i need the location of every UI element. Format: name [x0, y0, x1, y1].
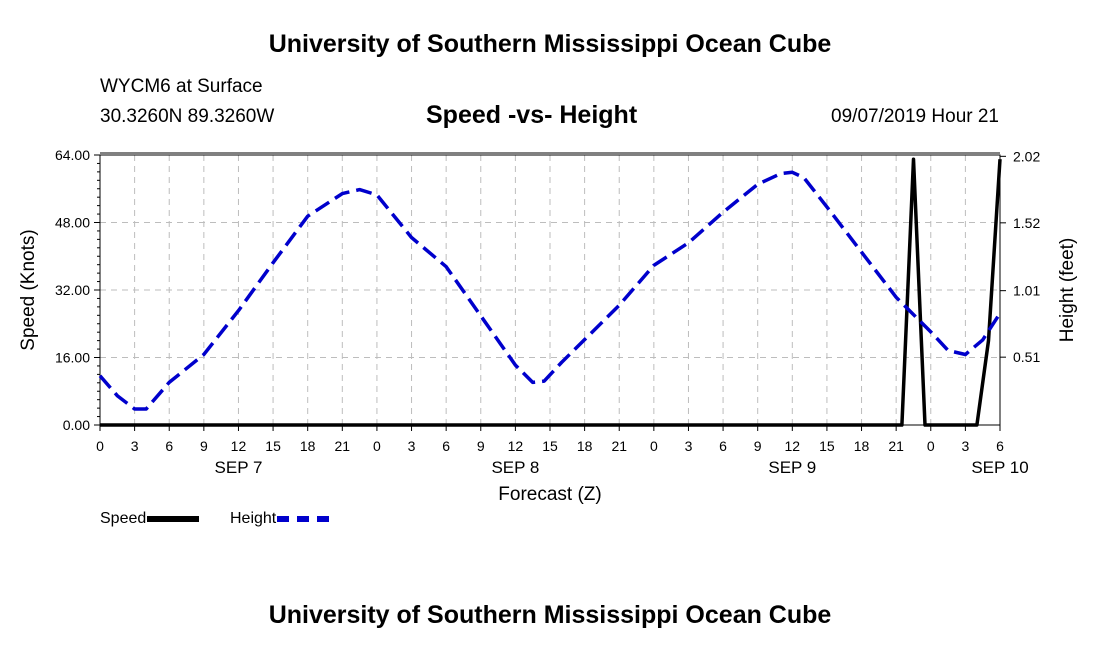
x-tick-label: 12: [508, 438, 524, 454]
legend-speed-label: Speed: [100, 510, 147, 527]
x-tick-label: 21: [611, 438, 627, 454]
y-left-tick-label: 32.00: [55, 282, 90, 298]
x-tick-label: 15: [542, 438, 558, 454]
series-line-speed: [100, 157, 1002, 427]
series-line-height: [98, 170, 1002, 411]
x-tick-label: 21: [335, 438, 351, 454]
footer-title: University of Southern Mississippi Ocean…: [268, 601, 832, 629]
station-name: WYCM6 at Surface: [100, 76, 263, 97]
x-tick-label: 6: [165, 438, 173, 454]
x-tick-label: 0: [96, 438, 104, 454]
x-tick-label: 3: [131, 438, 139, 454]
x-tick-label: 12: [785, 438, 801, 454]
x-tick-label: 0: [650, 438, 658, 454]
y-left-tick-label: 0.00: [63, 417, 90, 433]
legend-height: Height: [230, 510, 330, 528]
y-right-tick-label: 1.52: [1013, 215, 1040, 231]
x-tick-label: 18: [300, 438, 316, 454]
y-right-tick-label: 1.01: [1013, 283, 1040, 299]
legend-speed: Speed: [100, 510, 200, 528]
x-tick-label: 9: [477, 438, 485, 454]
legend-height-swatch: [277, 515, 330, 522]
x-day-label: SEP 10: [971, 458, 1028, 477]
x-tick-label: 3: [685, 438, 693, 454]
x-day-label: SEP 7: [215, 458, 263, 477]
x-day-label: SEP 9: [768, 458, 816, 477]
forecast-datetime: 09/07/2019 Hour 21: [831, 106, 999, 127]
x-tick-label: 18: [577, 438, 593, 454]
y-right-axis-title: Height (feet): [1057, 238, 1078, 343]
x-tick-label: 15: [265, 438, 281, 454]
x-tick-label: 0: [373, 438, 381, 454]
y-left-axis-title: Speed (Knots): [18, 229, 39, 350]
x-tick-label: 6: [996, 438, 1004, 454]
x-axis-title: Forecast (Z): [498, 484, 601, 505]
x-tick-label: 12: [231, 438, 247, 454]
x-tick-label: 9: [200, 438, 208, 454]
x-tick-label: 9: [754, 438, 762, 454]
legend-speed-swatch: [147, 515, 200, 522]
x-tick-label: 15: [819, 438, 835, 454]
x-tick-label: 6: [719, 438, 727, 454]
x-tick-label: 18: [854, 438, 870, 454]
y-left-tick-label: 16.00: [55, 350, 90, 366]
y-right-tick-label: 2.02: [1013, 148, 1040, 164]
x-tick-label: 3: [408, 438, 416, 454]
y-right-tick-label: 0.51: [1013, 349, 1040, 365]
plot-title: Speed -vs- Height: [426, 101, 638, 129]
x-tick-label: 6: [442, 438, 450, 454]
legend-height-label: Height: [230, 510, 277, 527]
x-day-label: SEP 8: [491, 458, 539, 477]
y-left-tick-label: 64.00: [55, 147, 90, 163]
x-tick-label: 0: [927, 438, 935, 454]
y-left-tick-label: 48.00: [55, 215, 90, 231]
station-coords: 30.3260N 89.3260W: [100, 106, 275, 127]
x-tick-label: 3: [961, 438, 969, 454]
header-title: University of Southern Mississippi Ocean…: [268, 30, 832, 58]
x-tick-label: 21: [888, 438, 904, 454]
